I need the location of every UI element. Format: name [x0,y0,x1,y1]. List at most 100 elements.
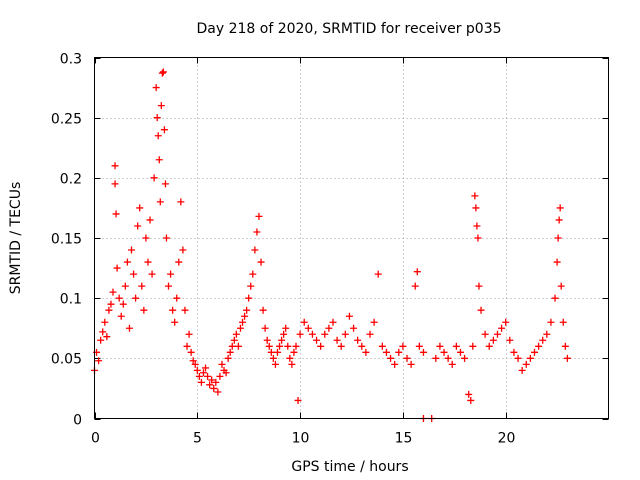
data-point [559,318,567,326]
y-tick-label: 0.25 [51,112,82,128]
data-point [130,270,138,278]
plot-frame [94,57,609,419]
data-point [280,330,288,338]
data-point [276,342,284,350]
data-point [245,294,253,302]
data-point [117,312,125,320]
data-point [395,348,403,356]
data-point [230,336,238,344]
x-tick-label: 15 [395,431,413,447]
y-tick-label: 0 [73,413,82,429]
data-point [218,360,226,368]
data-point [370,318,378,326]
data-point [261,324,269,332]
data-point [362,348,370,356]
data-point [189,357,197,365]
data-point [214,388,222,396]
data-point [456,348,464,356]
data-point [123,258,131,266]
data-point [173,294,181,302]
data-point [119,300,127,308]
data-point [107,300,115,308]
data-point [257,258,265,266]
data-point [134,222,142,230]
data-point [419,348,427,356]
data-point [526,354,534,362]
data-point [179,246,187,254]
x-axis-label: GPS time / hours [291,459,408,475]
data-point [382,348,390,356]
data-point [154,132,162,140]
data-point [543,330,551,338]
data-point [111,180,119,188]
data-point [103,333,111,341]
data-point [333,336,341,344]
data-point [144,258,152,266]
data-point [432,354,440,362]
data-point [465,390,473,398]
data-point [222,369,230,377]
data-point [167,270,175,278]
data-point [142,234,150,242]
data-point [282,324,290,332]
data-point [325,324,333,332]
data-point [354,336,362,344]
data-point [518,366,526,374]
data-point [101,318,109,326]
data-point [378,342,386,350]
data-point [474,234,482,242]
grid [94,57,609,419]
data-point [156,198,164,206]
data-point [267,348,275,356]
data-point [140,306,148,314]
y-tick-label: 0.3 [60,52,82,68]
data-point [255,212,263,220]
data-point [132,294,140,302]
data-point [292,342,300,350]
data-point [224,354,232,362]
data-point [304,324,312,332]
data-point [216,372,224,380]
data-point [138,282,146,290]
data-point [485,342,493,350]
data-point [358,342,366,350]
data-point [271,360,279,368]
data-point [212,378,220,386]
data-point [243,306,251,314]
data-point [239,318,247,326]
data-point [551,294,559,302]
x-tick-label: 5 [193,431,202,447]
y-tick-label: 0.15 [51,232,82,248]
data-point [399,342,407,350]
data-point [308,330,316,338]
data-point [185,330,193,338]
data-point [265,342,273,350]
data-point [290,348,298,356]
data-point [251,246,259,254]
data-point [152,84,160,92]
data-point [506,336,514,344]
data-point [228,342,236,350]
data-point [112,210,120,218]
data-point [136,204,144,212]
data-point [226,348,234,356]
data-point [475,282,483,290]
data-point [160,126,168,134]
data-point [278,336,286,344]
data-point [99,328,107,336]
data-point [109,288,117,296]
data-point [469,342,477,350]
data-point [234,342,242,350]
y-axis-label: SRMTID / TECUs [8,182,24,295]
data-point [183,342,191,350]
data-point [165,282,173,290]
data-point [210,384,218,392]
data-point [146,216,154,224]
data-point [510,348,518,356]
data-point [95,357,103,365]
data-point [204,372,212,380]
data-point [556,204,564,212]
chart-title: Day 218 of 2020, SRMTID for receiver p03… [196,21,501,37]
data-point [288,360,296,368]
